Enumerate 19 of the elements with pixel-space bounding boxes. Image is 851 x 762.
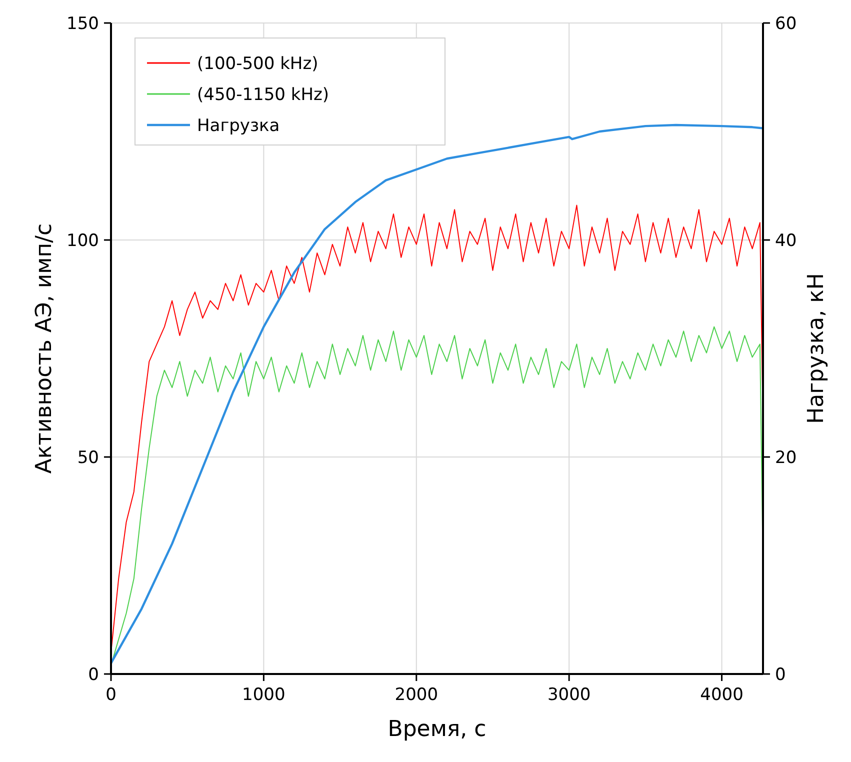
y-tick-label: 100 [66, 231, 99, 251]
legend-label: (100-500 kHz) [197, 54, 318, 74]
y2-axis-title: Нагрузка, кН [804, 273, 829, 424]
x-tick-label: 0 [106, 685, 116, 705]
x-tick-label: 3000 [547, 685, 591, 705]
legend-label: Нагрузка [197, 116, 280, 136]
y2-tick-label: 0 [775, 665, 786, 685]
x-tick-label: 4000 [700, 685, 744, 705]
x-axis-title: Время, с [388, 717, 486, 742]
y2-tick-label: 60 [775, 14, 797, 34]
y-axis-title: Активность АЭ, имп/с [32, 223, 57, 474]
x-tick-label: 2000 [394, 685, 438, 705]
legend-label: (450-1150 kHz) [197, 85, 330, 105]
x-tick-label: 1000 [242, 685, 286, 705]
y-tick-label: 150 [66, 14, 99, 34]
y-tick-label: 50 [77, 448, 99, 468]
y2-tick-label: 20 [775, 448, 797, 468]
y2-tick-label: 40 [775, 231, 797, 251]
y-tick-label: 0 [88, 665, 99, 685]
